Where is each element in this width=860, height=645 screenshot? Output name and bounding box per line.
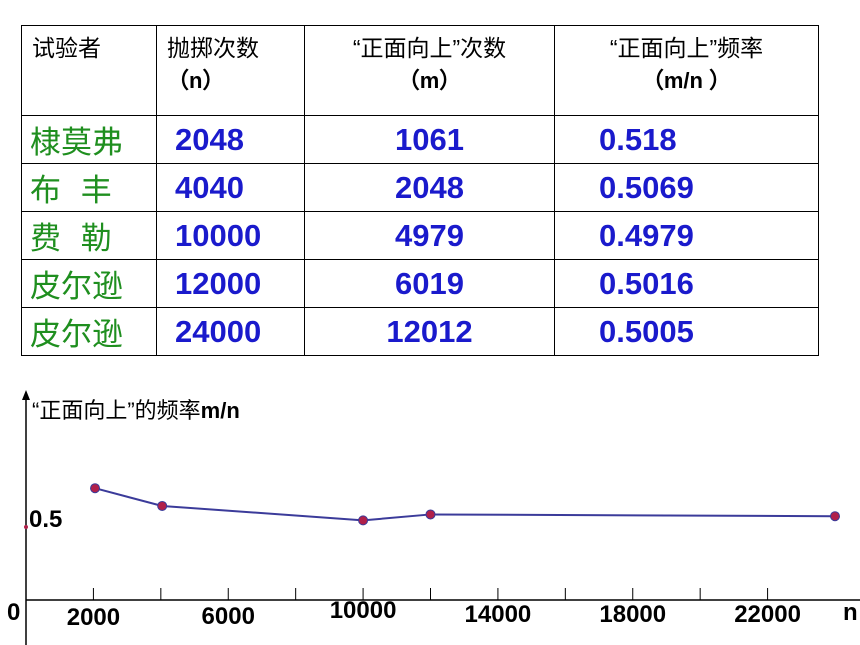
throws-count: 10000 [156, 211, 305, 260]
throws-count: 12000 [156, 259, 305, 308]
table-row: 布 丰 4040 2048 0.5069 [21, 163, 819, 212]
table-header-row: 试验者 抛掷次数 （n） “正面向上”次数 （m） “正面向上”频率 （m/n … [21, 25, 819, 116]
header-label: “正面向上”频率 [609, 35, 764, 61]
header-sublabel: （m） [397, 68, 462, 94]
y-tick-marker [24, 525, 28, 529]
heads-count: 2048 [304, 163, 555, 212]
heads-count: 6019 [304, 259, 555, 308]
x-tick-label: 14000 [465, 601, 532, 628]
header-sublabel: （m/n ） [641, 68, 732, 94]
table-row: 皮尔逊 24000 12012 0.5005 [21, 307, 819, 356]
heads-count: 1061 [304, 115, 555, 164]
header-heads-count: “正面向上”次数 （m） [304, 25, 555, 116]
data-point [90, 483, 101, 494]
heads-count: 4979 [304, 211, 555, 260]
header-heads-frequency: “正面向上”频率 （m/n ） [554, 25, 819, 116]
y-axis-label: “正面向上”的频率m/n [32, 398, 240, 423]
header-throws: 抛掷次数 （n） [156, 25, 305, 116]
table-row: 棣莫弗 2048 1061 0.518 [21, 115, 819, 164]
experimenter-name: 皮尔逊 [21, 259, 157, 308]
x-tick-label: 18000 [599, 601, 666, 628]
header-experimenter: 试验者 [21, 25, 157, 116]
data-point [830, 511, 840, 522]
data-point [157, 500, 168, 511]
heads-frequency: 0.4979 [554, 211, 819, 260]
throws-count: 2048 [156, 115, 305, 164]
heads-frequency: 0.5016 [554, 259, 819, 308]
x-axis-label: n [843, 599, 858, 626]
x-tick-label: 10000 [330, 597, 397, 624]
heads-count: 12012 [304, 307, 555, 356]
x-tick-label: 6000 [202, 603, 255, 630]
header-sublabel: （n） [167, 68, 225, 94]
heads-frequency: 0.518 [554, 115, 819, 164]
data-point [425, 509, 436, 520]
x-tick-label: 2000 [67, 604, 120, 631]
experimenter-name: 棣莫弗 [21, 115, 157, 164]
experimenter-name: 布 丰 [21, 163, 157, 212]
y-tick-label: 0.5 [29, 506, 62, 533]
table-row: 皮尔逊 12000 6019 0.5016 [21, 259, 819, 308]
frequency-line-chart: “正面向上”的频率m/n n 0 0.5 2000 6000 10000 14000 18000… [7, 390, 860, 645]
origin-label: 0 [7, 599, 20, 626]
header-label: 抛掷次数 [167, 35, 259, 61]
heads-frequency: 0.5069 [554, 163, 819, 212]
throws-count: 4040 [156, 163, 305, 212]
header-label: “正面向上”次数 [352, 35, 507, 61]
y-axis-arrow-icon [22, 390, 30, 400]
throws-count: 24000 [156, 307, 305, 356]
table-row: 费 勒 10000 4979 0.4979 [21, 211, 819, 260]
experiment-table: 试验者 抛掷次数 （n） “正面向上”次数 （m） “正面向上”频率 （m/n … [21, 25, 819, 356]
x-tick-label: 22000 [734, 601, 801, 628]
heads-frequency: 0.5005 [554, 307, 819, 356]
header-label: 试验者 [32, 35, 101, 61]
experimenter-name: 费 勒 [21, 211, 157, 260]
experimenter-name: 皮尔逊 [21, 307, 157, 356]
series-line [94, 487, 836, 522]
data-point [358, 515, 369, 526]
